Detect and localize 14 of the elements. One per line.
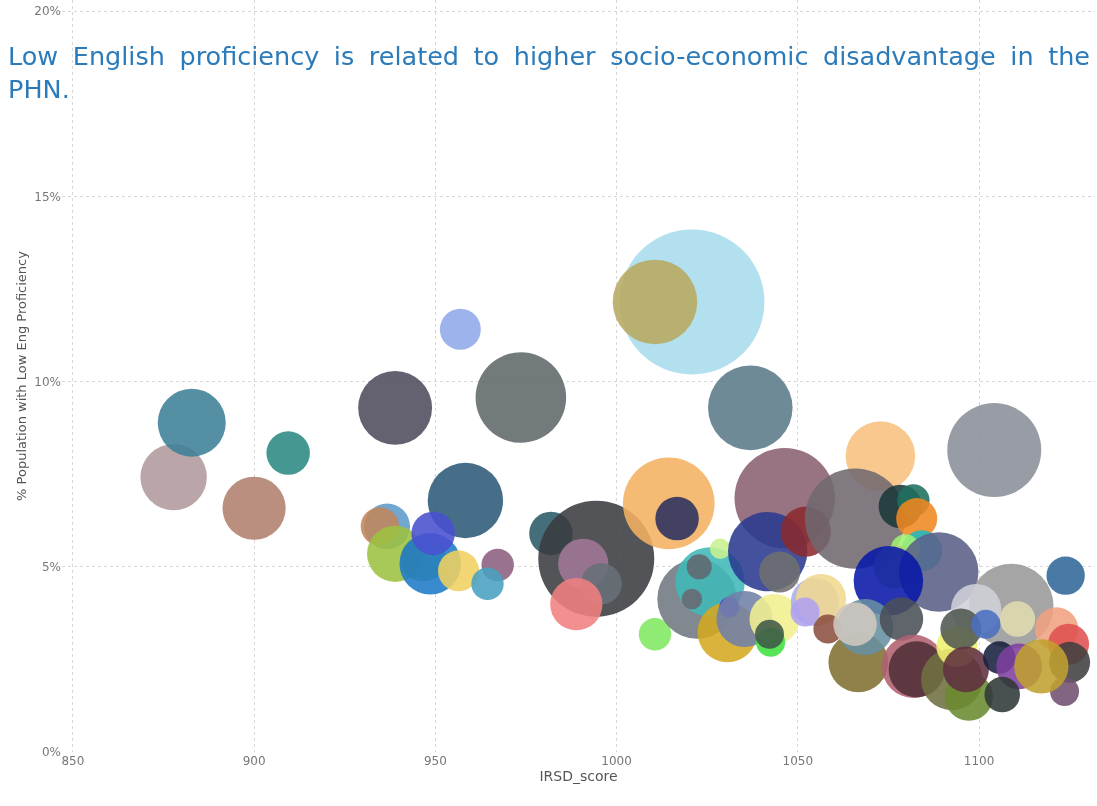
x-tick-label: 1050 xyxy=(782,754,814,768)
x-tick-label: 900 xyxy=(242,754,266,768)
y-axis-title: % Population with Low Eng Proficiency xyxy=(14,250,30,501)
text: Low English proficiency is related to higher socio-economic disadvantage in the PHN. xyxy=(8,40,1090,106)
x-axis-title: IRSD_score xyxy=(539,768,618,785)
x-tick-label: 1000 xyxy=(601,754,632,768)
x-tick-label: 1100 xyxy=(963,754,995,768)
x-tick-label: 950 xyxy=(423,754,447,768)
y-tick-label: 20% xyxy=(34,4,61,19)
y-tick-label: 0% xyxy=(41,745,61,760)
y-tick-label: 10% xyxy=(34,374,61,389)
y-tick-label: 5% xyxy=(41,559,61,574)
x-tick-label: 850 xyxy=(61,754,85,768)
y-tick-label: 15% xyxy=(34,189,61,204)
